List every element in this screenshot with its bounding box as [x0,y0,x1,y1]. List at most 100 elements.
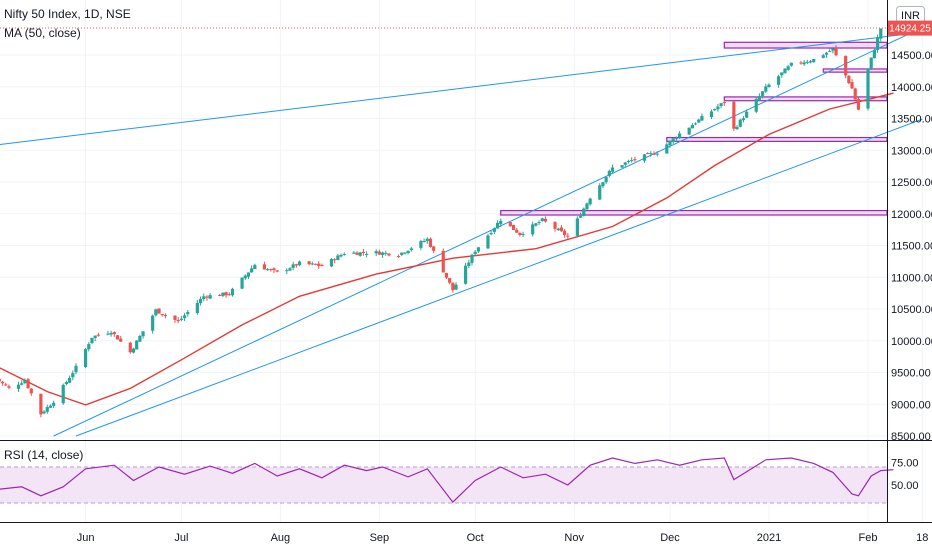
candle[interactable] [441,248,445,273]
candle[interactable] [534,222,538,227]
candle[interactable] [342,252,346,256]
candle[interactable] [623,161,627,168]
candle[interactable] [361,248,366,256]
candle[interactable] [160,313,164,317]
candle[interactable] [406,250,410,255]
candle[interactable] [329,258,334,268]
candle[interactable] [45,404,49,414]
candle[interactable] [866,68,870,111]
candle[interactable] [543,216,548,223]
candle[interactable] [422,238,426,243]
candle[interactable] [812,58,816,63]
candle[interactable] [563,228,567,238]
candle[interactable] [674,136,678,142]
candle[interactable] [764,83,768,93]
candle[interactable] [486,233,490,250]
candle[interactable] [0,380,5,386]
candle[interactable] [626,159,631,164]
candle[interactable] [198,296,203,306]
rsi-legend[interactable]: RSI (14, close) [4,448,83,462]
candle[interactable] [119,335,123,343]
candle[interactable] [317,261,321,269]
candle[interactable] [266,268,270,271]
candle[interactable] [655,151,659,157]
candle[interactable] [396,254,401,258]
candle[interactable] [262,261,267,270]
candle[interactable] [451,282,455,293]
candle[interactable] [607,169,611,178]
candle[interactable] [610,164,615,174]
candle[interactable] [202,293,206,302]
symbol-title[interactable]: Nifty 50 Index, 1D, NSE [4,7,131,21]
candle[interactable] [135,340,139,350]
candle[interactable] [106,330,110,336]
candle[interactable] [598,183,602,201]
candle[interactable] [578,212,583,219]
candle[interactable] [844,55,848,79]
candle[interactable] [642,154,647,163]
candle[interactable] [585,202,589,210]
candle[interactable] [400,252,404,257]
price-axis[interactable]: 14500.00 14000.00 13500.00 13000.00 12500.00… [891,50,932,443]
candle[interactable] [448,278,452,285]
candle[interactable] [687,127,691,136]
candle[interactable] [649,150,653,157]
candle[interactable] [709,109,714,120]
candle[interactable] [668,140,672,148]
candle[interactable] [297,260,302,267]
candle[interactable] [741,116,746,123]
candle[interactable] [291,261,295,271]
candle[interactable] [275,270,279,273]
candle[interactable] [767,83,771,88]
candle[interactable] [875,34,880,53]
candle[interactable] [365,251,369,258]
candle[interactable] [789,62,793,67]
candle[interactable] [115,335,120,340]
candle[interactable] [856,97,861,111]
candle[interactable] [831,48,835,54]
candle[interactable] [665,142,669,154]
candle[interactable] [537,220,541,226]
candle[interactable] [476,246,480,253]
candle[interactable] [246,272,251,280]
candle[interactable] [71,370,75,381]
candle[interactable] [808,60,813,64]
candle[interactable] [205,295,209,301]
candle[interactable] [464,262,468,285]
candle[interactable] [109,330,113,337]
candle[interactable] [575,216,579,238]
candle[interactable] [320,263,324,267]
candle[interactable] [566,233,570,239]
candle[interactable] [419,239,423,251]
candle[interactable] [269,268,273,272]
candle[interactable] [83,347,88,369]
candle[interactable] [556,227,560,232]
candle[interactable] [671,137,675,144]
candle[interactable] [805,59,809,65]
candle[interactable] [208,292,212,300]
candle[interactable] [473,250,477,256]
candle[interactable] [511,224,516,231]
candle[interactable] [646,152,650,155]
candle[interactable] [16,381,21,392]
candle[interactable] [87,341,91,352]
sr-zone[interactable] [723,41,888,49]
sr-zone[interactable] [500,209,888,216]
candle[interactable] [518,232,522,237]
candle[interactable] [157,308,161,314]
candle[interactable] [620,164,624,168]
candle[interactable] [821,53,825,59]
candle[interactable] [559,225,564,232]
candle[interactable] [52,400,56,408]
candle[interactable] [869,57,873,71]
candle[interactable] [23,378,27,384]
candle[interactable] [879,28,883,42]
candle[interactable] [313,263,318,266]
candle[interactable] [470,253,474,266]
candle[interactable] [96,332,100,337]
candle[interactable] [499,218,503,227]
candle[interactable] [492,227,496,235]
candle[interactable] [387,253,391,257]
candle[interactable] [128,341,132,354]
candle[interactable] [112,331,116,337]
